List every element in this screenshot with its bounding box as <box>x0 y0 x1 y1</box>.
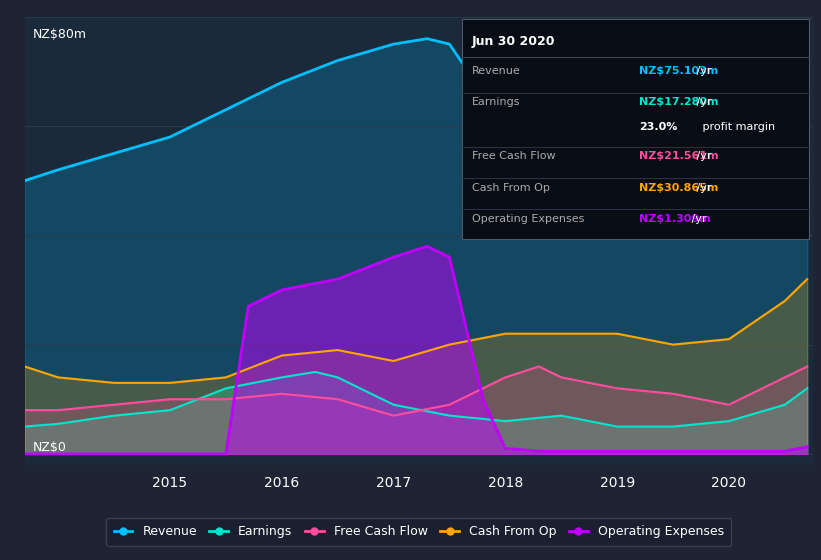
Text: NZ$0: NZ$0 <box>33 441 67 454</box>
Text: NZ$1.309m: NZ$1.309m <box>640 214 711 224</box>
Text: Jun 30 2020: Jun 30 2020 <box>471 35 555 48</box>
FancyBboxPatch shape <box>462 19 809 239</box>
Text: 23.0%: 23.0% <box>640 122 678 132</box>
Legend: Revenue, Earnings, Free Cash Flow, Cash From Op, Operating Expenses: Revenue, Earnings, Free Cash Flow, Cash … <box>106 518 732 546</box>
Text: profit margin: profit margin <box>699 122 775 132</box>
Text: NZ$30.865m: NZ$30.865m <box>640 183 718 193</box>
Text: /yr: /yr <box>693 183 712 193</box>
Text: /yr: /yr <box>693 66 712 76</box>
Text: Operating Expenses: Operating Expenses <box>471 214 584 224</box>
Text: NZ$80m: NZ$80m <box>33 28 86 41</box>
Text: NZ$21.561m: NZ$21.561m <box>640 151 719 161</box>
Text: Cash From Op: Cash From Op <box>471 183 549 193</box>
Text: Free Cash Flow: Free Cash Flow <box>471 151 555 161</box>
Text: /yr: /yr <box>693 151 712 161</box>
Text: /yr: /yr <box>688 214 706 224</box>
Text: Revenue: Revenue <box>471 66 521 76</box>
Text: Earnings: Earnings <box>471 97 520 108</box>
Text: NZ$17.280m: NZ$17.280m <box>640 97 719 108</box>
Text: /yr: /yr <box>693 97 712 108</box>
Text: NZ$75.103m: NZ$75.103m <box>640 66 718 76</box>
